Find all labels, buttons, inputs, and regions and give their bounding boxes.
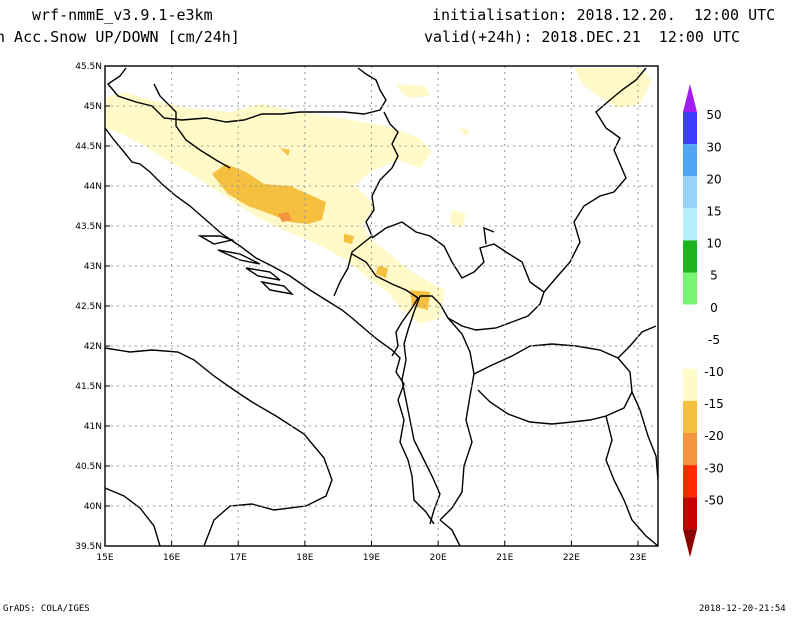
colorbar-label: 30 bbox=[706, 140, 721, 154]
lon-tick-label: 22E bbox=[563, 553, 580, 563]
border bbox=[371, 221, 545, 331]
lon-tick-label: 16E bbox=[163, 553, 180, 563]
grid bbox=[105, 66, 658, 546]
snow-area-light bbox=[450, 210, 466, 228]
island bbox=[197, 235, 235, 245]
colorbar-box bbox=[683, 240, 697, 273]
field-title: n Acc.Snow UP/DOWN [cm/24h] bbox=[0, 28, 240, 46]
lat-tick-label: 42.5N bbox=[75, 302, 102, 312]
colorbar-box bbox=[683, 208, 697, 241]
lat-tick-label: 44N bbox=[84, 182, 102, 192]
borders bbox=[105, 67, 658, 546]
colorbar-box bbox=[683, 112, 697, 145]
colorbar-box bbox=[683, 304, 697, 337]
init-time: initialisation: 2018.12.20. 12:00 UTC bbox=[432, 6, 776, 24]
border bbox=[333, 111, 399, 297]
colorbar-label: -20 bbox=[704, 429, 724, 443]
island bbox=[245, 267, 281, 281]
snow-area-medium bbox=[376, 266, 388, 278]
model-title: wrf-nmmE_v3.9.1-e3km bbox=[32, 6, 213, 24]
colorbar-box bbox=[683, 144, 697, 177]
snow-area-medium bbox=[212, 164, 326, 224]
lat-tick-label: 39.5N bbox=[75, 542, 102, 552]
border bbox=[617, 325, 657, 359]
colorbar-label: -50 bbox=[704, 493, 724, 507]
colorbar-arrow-bottom bbox=[683, 529, 697, 558]
colorbar-label: 50 bbox=[706, 108, 721, 122]
colorbar-box bbox=[683, 272, 697, 305]
colorbar-box bbox=[683, 433, 697, 466]
colorbar-label: 0 bbox=[710, 301, 718, 315]
lat-tick-label: 45N bbox=[84, 102, 102, 112]
island bbox=[217, 249, 261, 265]
border bbox=[605, 415, 658, 546]
snow-area-light bbox=[458, 128, 470, 136]
border bbox=[473, 343, 633, 425]
snow-area-heavy bbox=[278, 212, 292, 222]
border bbox=[483, 226, 495, 245]
island bbox=[259, 280, 295, 296]
colorbar-box bbox=[683, 336, 697, 369]
lon-labels: 15E 16E 17E 18E 19E 20E 21E 22E 23E bbox=[96, 541, 647, 563]
footer-credit: GrADS: COLA/IGES bbox=[3, 604, 90, 614]
colorbar-label: 20 bbox=[706, 172, 721, 186]
border bbox=[439, 519, 461, 546]
colorbar-label: 15 bbox=[706, 205, 721, 219]
border bbox=[631, 391, 658, 481]
lon-tick-label: 23E bbox=[629, 553, 646, 563]
lat-tick-label: 43.5N bbox=[75, 222, 102, 232]
lat-tick-label: 45.5N bbox=[75, 62, 102, 72]
snow-fields bbox=[105, 68, 652, 324]
colorbar-box bbox=[683, 368, 697, 401]
border bbox=[543, 67, 647, 293]
lon-tick-label: 17E bbox=[230, 553, 247, 563]
lon-tick-label: 19E bbox=[363, 553, 380, 563]
colorbar-label: -10 bbox=[704, 365, 724, 379]
colorbar-box bbox=[683, 465, 697, 498]
snow-area-light bbox=[575, 68, 652, 108]
coastline bbox=[105, 127, 435, 525]
lat-tick-label: 41N bbox=[84, 422, 102, 432]
border bbox=[401, 295, 441, 525]
lat-labels: 39.5N 40N 40.5N 41N 41.5N 42N 42.5N 43N 43.5N 44N… bbox=[75, 62, 110, 552]
colorbar-label: -5 bbox=[708, 333, 720, 347]
colorbar-arrow-top bbox=[683, 84, 697, 112]
lon-tick-label: 20E bbox=[430, 553, 447, 563]
footer-timestamp: 2018-12-20-21:54 bbox=[699, 604, 786, 614]
colorbar-label: -30 bbox=[704, 461, 724, 475]
border bbox=[106, 67, 387, 123]
lat-tick-label: 40N bbox=[84, 502, 102, 512]
colorbar-box bbox=[683, 400, 697, 433]
lon-tick-label: 18E bbox=[296, 553, 313, 563]
snow-area-medium bbox=[280, 148, 290, 156]
snow-area-medium bbox=[410, 290, 430, 310]
border bbox=[439, 317, 475, 521]
snow-area-medium bbox=[344, 234, 354, 244]
lon-tick-label: 15E bbox=[96, 553, 113, 563]
lat-tick-label: 41.5N bbox=[75, 382, 102, 392]
colorbar-label: 10 bbox=[706, 237, 721, 251]
colorbar-box bbox=[683, 176, 697, 209]
colorbar-label: 5 bbox=[710, 269, 718, 283]
border bbox=[351, 253, 419, 357]
lon-tick-label: 21E bbox=[496, 553, 513, 563]
border bbox=[153, 83, 231, 169]
lat-tick-label: 40.5N bbox=[75, 462, 102, 472]
lat-tick-label: 44.5N bbox=[75, 142, 102, 152]
lat-tick-label: 42N bbox=[84, 342, 102, 352]
lat-tick-label: 43N bbox=[84, 262, 102, 272]
snow-area-light bbox=[395, 84, 430, 98]
coastline-italy bbox=[105, 347, 333, 546]
coastline-italy bbox=[105, 487, 161, 546]
valid-time: valid(+24h): 2018.DEC.21 12:00 UTC bbox=[424, 28, 741, 46]
colorbar-box bbox=[683, 497, 697, 530]
colorbar-label: -15 bbox=[704, 397, 724, 411]
